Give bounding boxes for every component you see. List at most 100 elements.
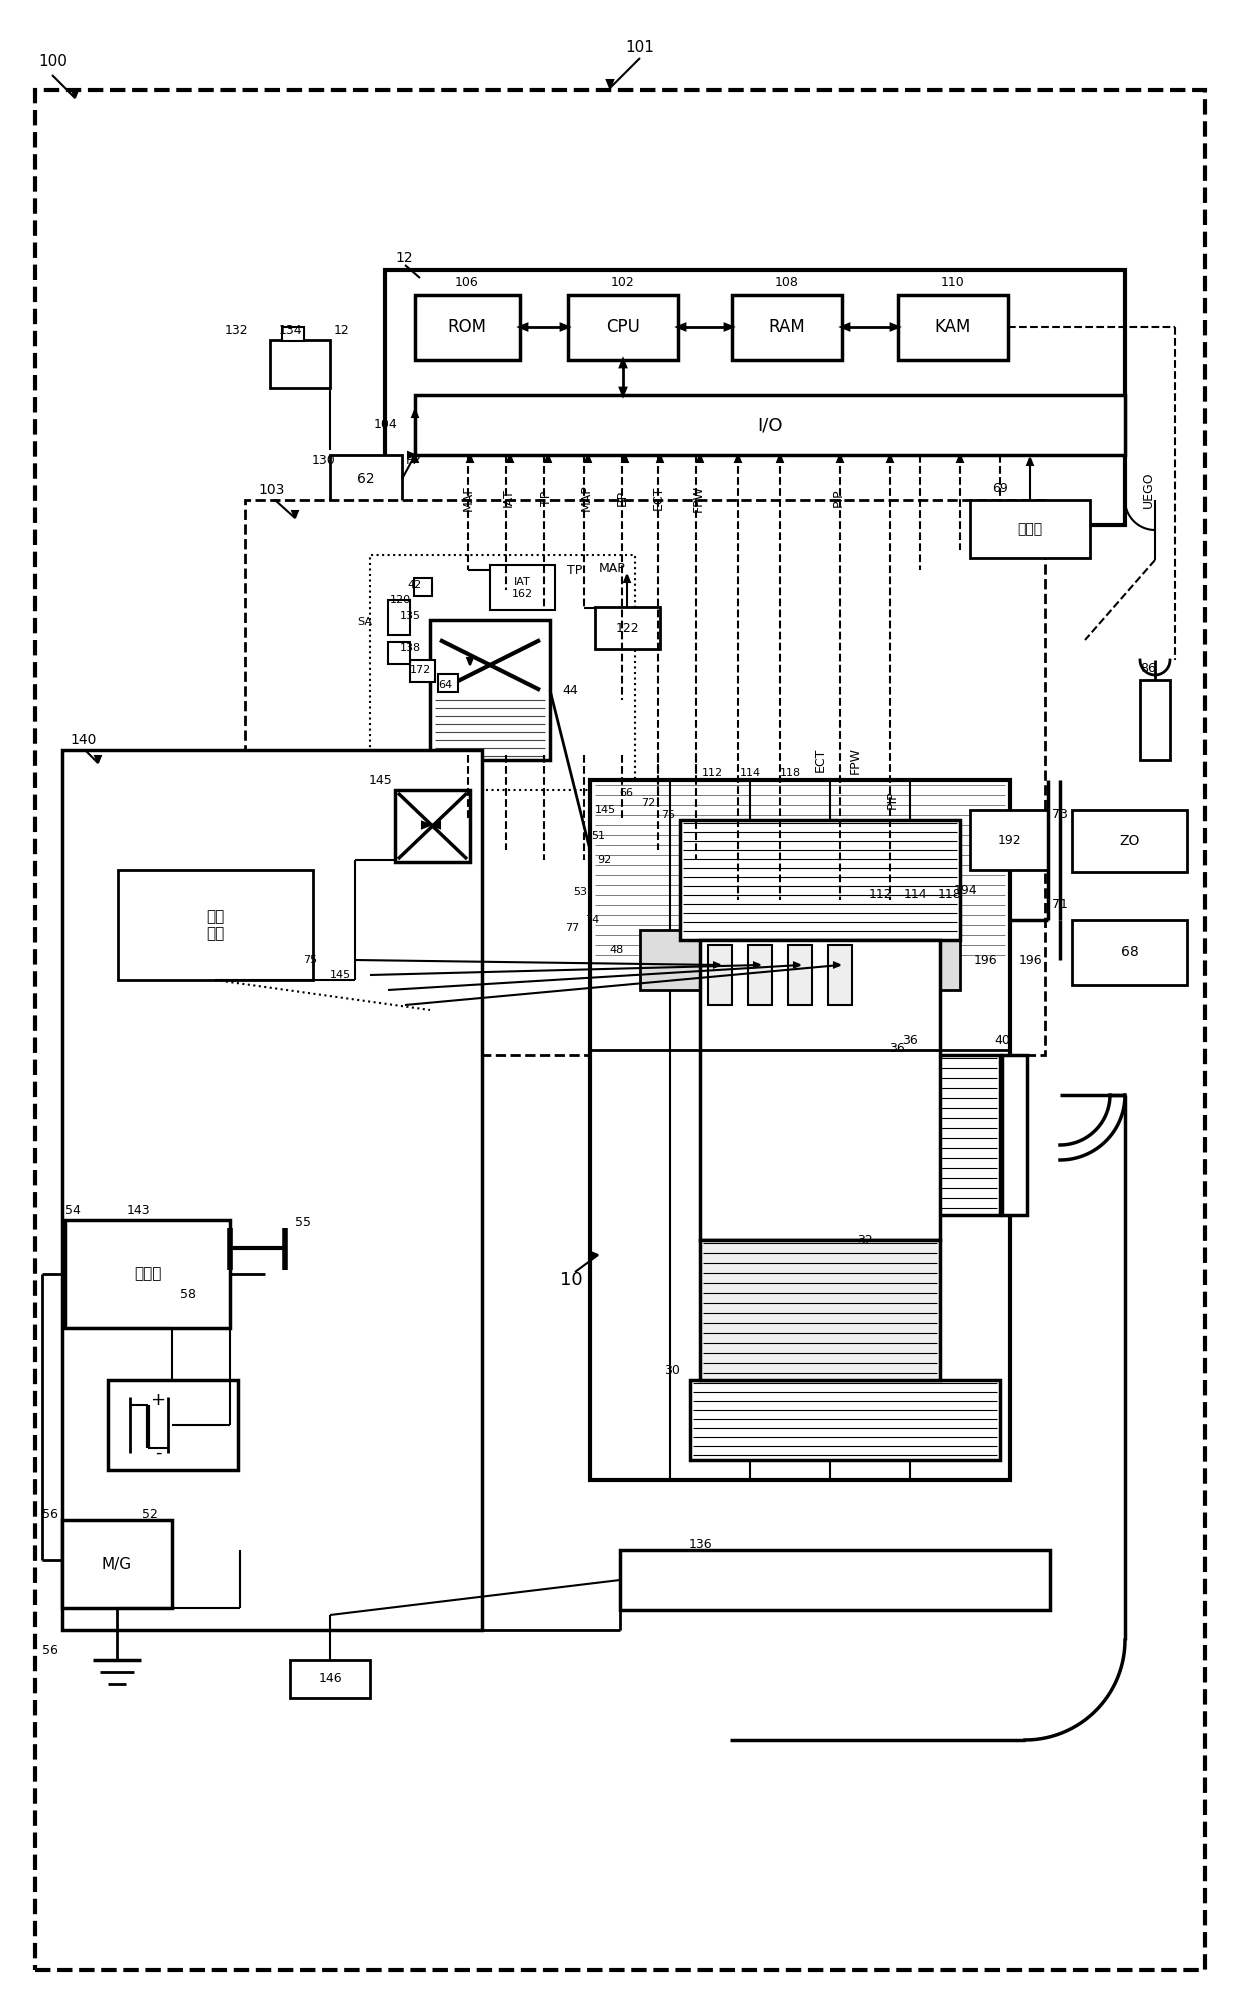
Text: 130: 130 bbox=[312, 453, 336, 467]
Bar bbox=[490, 566, 556, 610]
Polygon shape bbox=[678, 324, 684, 330]
Polygon shape bbox=[422, 821, 430, 827]
Polygon shape bbox=[794, 962, 800, 968]
Bar bbox=[732, 296, 842, 360]
Text: 71: 71 bbox=[1052, 898, 1068, 912]
Text: MAP: MAP bbox=[579, 485, 593, 511]
Text: 120: 120 bbox=[391, 596, 412, 606]
Text: 102: 102 bbox=[611, 276, 635, 290]
Polygon shape bbox=[293, 511, 298, 517]
Text: 驱动器: 驱动器 bbox=[1018, 521, 1043, 535]
Text: 32: 32 bbox=[857, 1234, 873, 1246]
Text: ECT: ECT bbox=[651, 485, 665, 509]
Bar bbox=[640, 930, 960, 990]
Polygon shape bbox=[412, 455, 418, 463]
Text: 114: 114 bbox=[903, 888, 926, 902]
Text: 72: 72 bbox=[641, 797, 655, 807]
Text: 48: 48 bbox=[610, 944, 624, 954]
Text: 58: 58 bbox=[180, 1288, 196, 1302]
Bar bbox=[370, 556, 635, 789]
Text: 122: 122 bbox=[615, 622, 639, 634]
Text: 36: 36 bbox=[903, 1033, 918, 1047]
Text: 66: 66 bbox=[619, 787, 632, 797]
Bar bbox=[62, 1520, 172, 1608]
Text: 196: 196 bbox=[973, 954, 997, 966]
Bar bbox=[62, 751, 482, 1631]
Bar bbox=[281, 326, 304, 340]
Bar bbox=[1002, 1055, 1027, 1216]
Text: 42: 42 bbox=[408, 580, 422, 590]
Polygon shape bbox=[777, 455, 782, 463]
Text: MAP: MAP bbox=[599, 562, 625, 574]
Text: +: + bbox=[150, 1391, 165, 1409]
Text: IAT: IAT bbox=[501, 489, 515, 507]
Polygon shape bbox=[467, 658, 472, 664]
Text: 77: 77 bbox=[565, 924, 579, 932]
Text: 44: 44 bbox=[562, 684, 578, 696]
Text: 112: 112 bbox=[702, 769, 723, 777]
Text: 104: 104 bbox=[373, 419, 397, 431]
Polygon shape bbox=[657, 455, 663, 463]
Text: TP: TP bbox=[568, 564, 583, 576]
Text: 变速器: 变速器 bbox=[134, 1266, 161, 1282]
Bar bbox=[246, 499, 1045, 1055]
Text: FPW: FPW bbox=[848, 747, 862, 773]
Polygon shape bbox=[620, 389, 626, 395]
Text: FPW: FPW bbox=[692, 485, 704, 511]
Polygon shape bbox=[754, 962, 760, 968]
Text: ROM: ROM bbox=[448, 318, 486, 336]
Polygon shape bbox=[892, 324, 898, 330]
Polygon shape bbox=[887, 455, 893, 463]
Polygon shape bbox=[624, 576, 630, 582]
Text: 136: 136 bbox=[688, 1538, 712, 1552]
Polygon shape bbox=[725, 324, 732, 330]
Text: 73: 73 bbox=[1052, 809, 1068, 821]
Polygon shape bbox=[735, 455, 740, 463]
Text: BP: BP bbox=[615, 489, 629, 505]
Text: 134: 134 bbox=[278, 324, 301, 336]
Bar bbox=[415, 395, 1125, 455]
Polygon shape bbox=[507, 455, 513, 463]
Bar bbox=[396, 789, 470, 862]
Bar bbox=[1140, 680, 1171, 761]
Text: MAF: MAF bbox=[461, 485, 475, 511]
Text: 110: 110 bbox=[941, 276, 965, 290]
Text: 145: 145 bbox=[330, 970, 351, 980]
Text: SA: SA bbox=[357, 618, 372, 626]
Text: 146: 146 bbox=[319, 1673, 342, 1685]
Bar bbox=[970, 809, 1048, 870]
Polygon shape bbox=[591, 1252, 598, 1258]
Bar bbox=[787, 944, 812, 1004]
Text: 12: 12 bbox=[334, 324, 350, 336]
Bar bbox=[414, 578, 432, 596]
Polygon shape bbox=[837, 455, 843, 463]
Text: 194: 194 bbox=[954, 884, 977, 896]
Polygon shape bbox=[620, 360, 626, 366]
Text: 40: 40 bbox=[994, 1033, 1009, 1047]
Polygon shape bbox=[408, 453, 415, 457]
Polygon shape bbox=[546, 455, 551, 463]
Polygon shape bbox=[72, 91, 78, 99]
Text: 75: 75 bbox=[661, 809, 675, 819]
Text: 135: 135 bbox=[401, 612, 422, 620]
Text: PP: PP bbox=[405, 453, 422, 467]
Bar bbox=[438, 674, 458, 692]
Polygon shape bbox=[585, 455, 590, 463]
Bar bbox=[689, 1381, 999, 1459]
Bar bbox=[108, 1381, 238, 1469]
Bar bbox=[620, 1550, 1050, 1610]
Text: 12: 12 bbox=[396, 252, 413, 266]
Text: CPU: CPU bbox=[606, 318, 640, 336]
Text: 10: 10 bbox=[560, 1270, 583, 1288]
Bar bbox=[330, 455, 402, 503]
Bar bbox=[748, 944, 773, 1004]
Polygon shape bbox=[1027, 459, 1033, 465]
Text: 145: 145 bbox=[594, 805, 615, 815]
Text: KAM: KAM bbox=[935, 318, 971, 336]
Polygon shape bbox=[606, 81, 614, 89]
Text: 56: 56 bbox=[42, 1643, 58, 1657]
Bar bbox=[680, 819, 960, 940]
Text: 75: 75 bbox=[303, 954, 317, 964]
Polygon shape bbox=[95, 757, 100, 763]
Text: 30: 30 bbox=[665, 1363, 680, 1377]
